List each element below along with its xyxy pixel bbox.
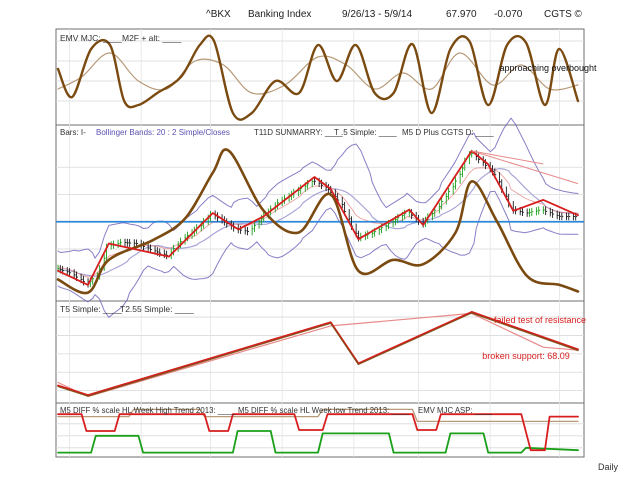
diff-series-emv-line bbox=[57, 408, 579, 423]
trend-legend: T5 Simple: ____ T2.55 Simple: ____ bbox=[60, 304, 194, 314]
annotation-failed: failed test of resistance bbox=[494, 315, 586, 325]
header-change: -0.070 bbox=[494, 9, 523, 20]
annotation-approaching: approaching overbought bbox=[499, 63, 597, 73]
header-source: CGTS © bbox=[544, 9, 583, 20]
emv-series-mjc-line bbox=[56, 34, 580, 121]
price-legend-3: T .5 Simple: ____ bbox=[334, 128, 397, 137]
price-series-t11d-line bbox=[56, 148, 580, 295]
panel-frames bbox=[55, 28, 585, 458]
price-legend-1: Bollinger Bands: 20 : 2 Simple/Closes bbox=[96, 128, 230, 137]
emv-series-group bbox=[56, 34, 580, 121]
diff-legend: M5 DIFF % scale HL Week High Trend 2013:… bbox=[60, 406, 493, 415]
price-resistance-line-1 bbox=[471, 150, 579, 185]
diff-legend-1: M5 DIFF % scale HL Week low Trend 2013: … bbox=[238, 406, 409, 415]
header-symbol: ^BKX bbox=[206, 9, 231, 20]
price-legend: Bars: I- Bollinger Bands: 20 : 2 Simple/… bbox=[60, 128, 494, 137]
header-last: 67.970 bbox=[446, 9, 477, 20]
trend-legend-0: T5 Simple: ____ bbox=[60, 304, 122, 314]
diff-series-high-line bbox=[57, 413, 579, 452]
emv-series-m2f-line bbox=[57, 52, 579, 95]
price-series-m5-line bbox=[57, 150, 579, 286]
x-axis-period: Daily bbox=[598, 462, 619, 472]
bollinger-upper-band bbox=[57, 117, 579, 259]
trend-series-t5-line bbox=[57, 311, 579, 396]
price-series-group bbox=[56, 117, 584, 318]
annotation-broken: broken support: 68.09 bbox=[482, 351, 570, 361]
chart-header: ^BKX Banking Index 9/26/13 - 5/9/14 67.9… bbox=[206, 9, 583, 20]
price-resistance-line-2 bbox=[471, 150, 544, 165]
chart-marks bbox=[56, 34, 584, 454]
emv-legend: EMV MJC: ____ M2F + alt: ____ bbox=[60, 33, 182, 43]
bollinger-lower-band bbox=[57, 190, 579, 318]
trend-legend-1: T2.55 Simple: ____ bbox=[120, 304, 194, 314]
price-legend-2: T11D SUNMARRY: ____ bbox=[254, 128, 343, 137]
price-legend-0: Bars: I- bbox=[60, 128, 86, 137]
header-range: 9/26/13 - 5/9/14 bbox=[342, 9, 412, 20]
emv-legend-1: M2F + alt: ____ bbox=[122, 33, 182, 43]
trend-series-group bbox=[57, 311, 579, 398]
diff-series-low-line bbox=[57, 430, 579, 454]
diff-panel-frame bbox=[55, 402, 585, 458]
diff-legend-0: M5 DIFF % scale HL Week High Trend 2013:… bbox=[60, 406, 236, 415]
trend-series-overlay-line bbox=[57, 312, 579, 397]
emv-legend-0: EMV MJC: ____ bbox=[60, 33, 122, 43]
diff-legend-2: EMV MJC ASP: ____ bbox=[418, 406, 493, 415]
price-legend-4: M5 D Plus CGTS D: ____ bbox=[402, 128, 494, 137]
diff-series-group bbox=[57, 408, 579, 454]
header-name: Banking Index bbox=[248, 9, 311, 20]
